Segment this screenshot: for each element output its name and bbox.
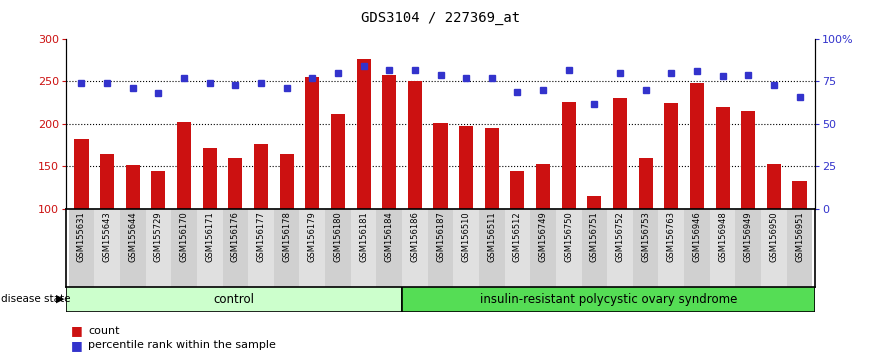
Bar — [177, 122, 191, 209]
Text: GSM156170: GSM156170 — [180, 211, 189, 262]
Text: GSM156950: GSM156950 — [769, 211, 779, 262]
Text: GSM156753: GSM156753 — [641, 211, 650, 262]
Bar — [658, 209, 685, 287]
Bar — [690, 83, 704, 209]
Bar — [562, 102, 576, 209]
Bar — [633, 209, 658, 287]
Bar — [66, 287, 402, 312]
Text: ▶: ▶ — [56, 294, 64, 304]
Text: GSM156180: GSM156180 — [333, 211, 343, 262]
Text: GSM156187: GSM156187 — [436, 211, 445, 262]
Bar — [787, 209, 812, 287]
Text: ■: ■ — [70, 339, 82, 352]
Bar — [459, 126, 473, 209]
Bar — [228, 158, 242, 209]
Bar — [351, 209, 376, 287]
Bar — [736, 209, 761, 287]
Bar — [588, 196, 602, 209]
Text: GDS3104 / 227369_at: GDS3104 / 227369_at — [361, 11, 520, 25]
Bar — [685, 209, 710, 287]
Bar — [94, 209, 120, 287]
Text: GSM156951: GSM156951 — [795, 211, 804, 262]
Text: GSM156176: GSM156176 — [231, 211, 240, 262]
Text: GSM156177: GSM156177 — [256, 211, 265, 262]
Text: control: control — [213, 293, 255, 306]
Bar — [510, 171, 524, 209]
Bar — [300, 209, 325, 287]
Text: GSM156763: GSM156763 — [667, 211, 676, 262]
Bar — [382, 75, 396, 209]
Text: GSM156946: GSM156946 — [692, 211, 701, 262]
Text: disease state: disease state — [1, 294, 70, 304]
Bar — [607, 209, 633, 287]
Bar — [305, 77, 319, 209]
Text: GSM156512: GSM156512 — [513, 211, 522, 262]
Text: GSM156949: GSM156949 — [744, 211, 752, 262]
Bar — [223, 209, 248, 287]
Bar — [274, 209, 300, 287]
Bar — [741, 111, 755, 209]
Text: GSM156184: GSM156184 — [385, 211, 394, 262]
Text: GSM156171: GSM156171 — [205, 211, 214, 262]
Text: GSM156511: GSM156511 — [487, 211, 496, 262]
Text: GSM155643: GSM155643 — [102, 211, 112, 262]
Bar — [69, 209, 94, 287]
Bar — [479, 209, 505, 287]
Bar — [556, 209, 581, 287]
Bar — [152, 171, 166, 209]
Bar — [581, 209, 607, 287]
Bar — [505, 209, 530, 287]
Text: insulin-resistant polycystic ovary syndrome: insulin-resistant polycystic ovary syndr… — [479, 293, 737, 306]
Text: GSM156750: GSM156750 — [564, 211, 574, 262]
Bar — [376, 209, 402, 287]
Text: GSM156181: GSM156181 — [359, 211, 368, 262]
Bar — [74, 139, 88, 209]
Text: GSM156948: GSM156948 — [718, 211, 727, 262]
Bar — [793, 181, 807, 209]
Text: GSM156179: GSM156179 — [307, 211, 317, 262]
Text: GSM155631: GSM155631 — [77, 211, 86, 262]
Bar — [120, 209, 145, 287]
Bar — [248, 209, 274, 287]
Bar — [325, 209, 351, 287]
Text: GSM156510: GSM156510 — [462, 211, 470, 262]
Bar — [331, 114, 345, 209]
Text: GSM156749: GSM156749 — [538, 211, 548, 262]
Bar — [485, 128, 499, 209]
Bar — [408, 81, 422, 209]
Text: GSM156751: GSM156751 — [590, 211, 599, 262]
Bar — [766, 164, 781, 209]
Bar — [530, 209, 556, 287]
Bar — [639, 158, 653, 209]
Text: GSM156752: GSM156752 — [616, 211, 625, 262]
Bar — [433, 123, 448, 209]
Bar — [203, 148, 217, 209]
Bar — [402, 209, 427, 287]
Bar — [279, 154, 293, 209]
Bar — [145, 209, 171, 287]
Text: ■: ■ — [70, 325, 82, 337]
Bar — [761, 209, 787, 287]
Bar — [196, 209, 223, 287]
Bar — [402, 287, 815, 312]
Bar — [427, 209, 454, 287]
Bar — [357, 59, 371, 209]
Text: percentile rank within the sample: percentile rank within the sample — [88, 340, 276, 350]
Bar — [613, 98, 627, 209]
Bar — [126, 165, 140, 209]
Text: count: count — [88, 326, 120, 336]
Text: GSM156186: GSM156186 — [411, 211, 419, 262]
Bar — [100, 154, 115, 209]
Bar — [710, 209, 736, 287]
Text: GSM155644: GSM155644 — [129, 211, 137, 262]
Text: GSM156178: GSM156178 — [282, 211, 291, 262]
Bar — [454, 209, 479, 287]
Bar — [536, 164, 550, 209]
Bar — [254, 144, 268, 209]
Bar — [171, 209, 196, 287]
Bar — [664, 103, 678, 209]
Bar — [715, 107, 729, 209]
Text: GSM155729: GSM155729 — [154, 211, 163, 262]
